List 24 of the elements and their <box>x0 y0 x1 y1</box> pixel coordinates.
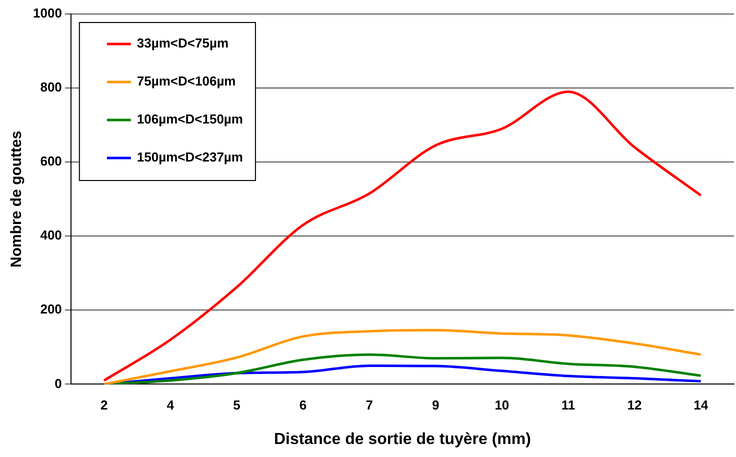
x-tick-label: 2 <box>100 398 108 413</box>
legend-label: 150µm<D<237µm <box>136 150 243 165</box>
x-tick-label: 9 <box>432 398 440 413</box>
x-tick-label: 7 <box>366 398 373 413</box>
x-tick-label: 6 <box>299 398 307 413</box>
y-tick-label: 400 <box>40 228 62 243</box>
y-tick-label: 1000 <box>33 6 62 21</box>
legend-label: 75µm<D<106µm <box>136 74 236 89</box>
line-series <box>102 328 702 384</box>
x-tick-label: 14 <box>694 398 709 413</box>
x-tick-label: 12 <box>627 398 642 413</box>
y-axis-title: Nombre de gouttes <box>8 130 26 268</box>
legend-label: 106µm<D<150µm <box>136 112 243 127</box>
x-axis-title: Distance de sortie de tuyère (mm) <box>274 430 531 448</box>
x-tick-label: 11 <box>561 398 576 413</box>
y-tick-label: 600 <box>40 154 62 169</box>
y-tick-label: 200 <box>40 302 62 317</box>
y-tick-label: 800 <box>40 80 62 95</box>
x-tick-label: 5 <box>233 398 240 413</box>
line-series <box>102 90 702 382</box>
legend-label: 33µm<D<75µm <box>136 36 229 51</box>
x-tick-label: 10 <box>494 398 510 413</box>
y-tick-label: 0 <box>54 376 62 391</box>
x-tick-label: 4 <box>166 398 175 413</box>
